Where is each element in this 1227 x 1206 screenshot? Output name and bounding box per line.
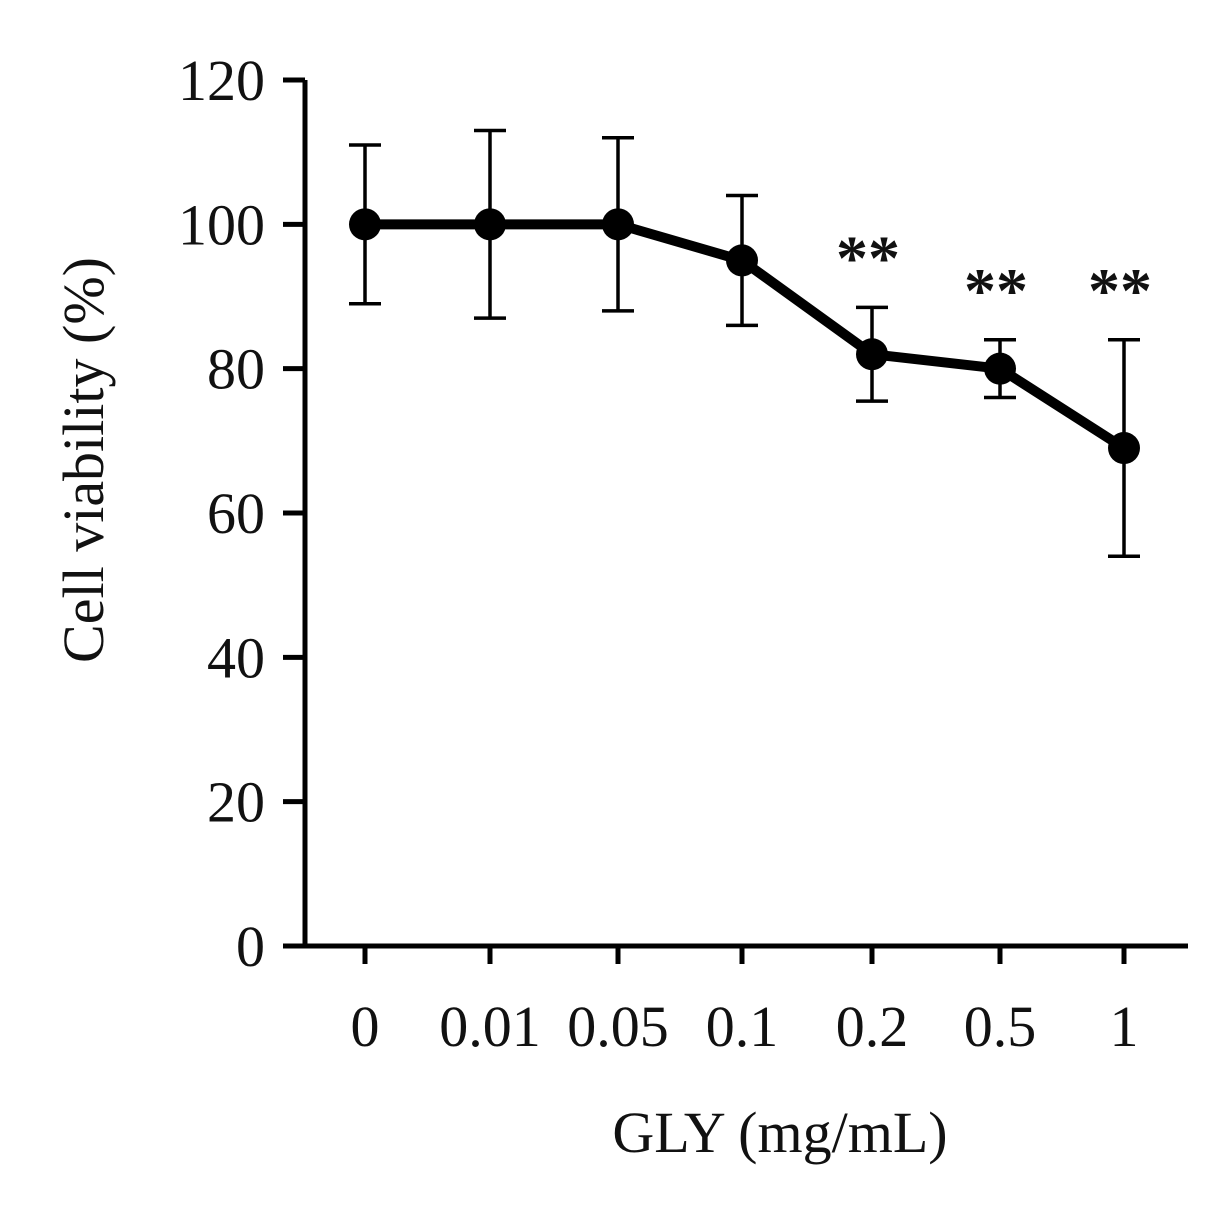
significance-marker-1: ** <box>1088 255 1152 326</box>
x-tick-label-0.5: 0.5 <box>964 994 1037 1059</box>
x-axis-title: GLY (mg/mL) <box>612 1100 947 1165</box>
data-point-0 <box>349 208 381 241</box>
y-tick-label-100: 100 <box>178 192 265 257</box>
data-point-0.5 <box>984 352 1016 385</box>
data-point-1 <box>1108 432 1140 465</box>
x-tick-label-1: 1 <box>1110 994 1139 1059</box>
x-tick-label-0.01: 0.01 <box>439 994 541 1059</box>
y-tick-label-40: 40 <box>207 625 265 690</box>
y-tick-label-80: 80 <box>207 337 265 402</box>
y-axis-title: Cell viability (%) <box>51 257 116 663</box>
x-tick-label-0.05: 0.05 <box>567 994 669 1059</box>
data-point-0.05 <box>602 208 634 241</box>
y-tick-label-120: 120 <box>178 48 265 113</box>
x-tick-label-0.1: 0.1 <box>706 994 779 1059</box>
y-tick-label-0: 0 <box>236 914 265 979</box>
data-point-0.01 <box>474 208 506 241</box>
y-tick-label-60: 60 <box>207 481 265 546</box>
x-tick-label-0: 0 <box>351 994 380 1059</box>
x-tick-label-0.2: 0.2 <box>836 994 909 1059</box>
significance-marker-0.2: ** <box>836 222 900 293</box>
significance-marker-0.5: ** <box>964 255 1028 326</box>
data-point-0.1 <box>726 244 758 277</box>
y-tick-label-20: 20 <box>207 770 265 835</box>
data-point-0.2 <box>856 338 888 371</box>
